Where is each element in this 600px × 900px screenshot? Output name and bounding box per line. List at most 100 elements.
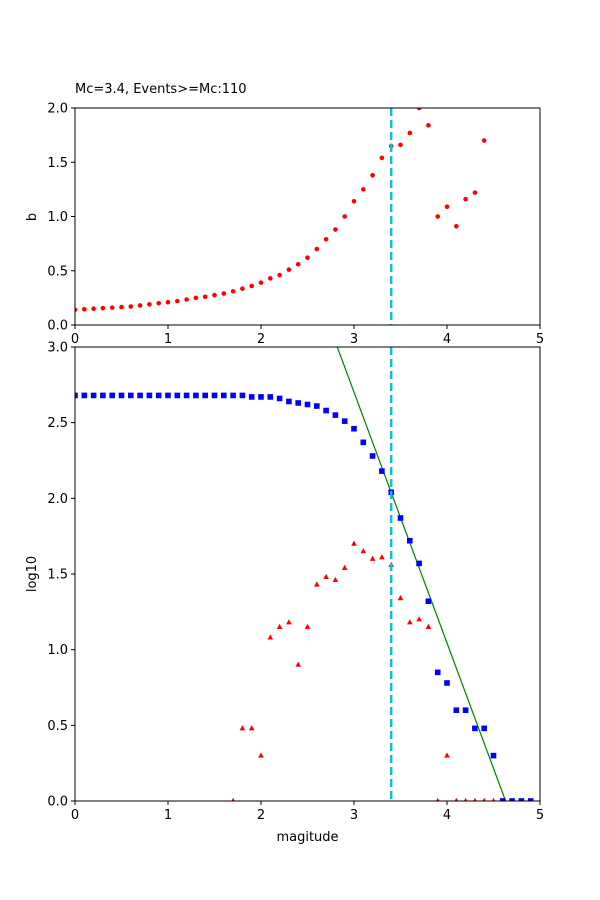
top-point bbox=[240, 286, 245, 291]
bottom-square-point bbox=[407, 537, 413, 544]
top-point bbox=[258, 280, 264, 285]
bottom-square-point bbox=[453, 707, 460, 713]
top-point bbox=[82, 306, 87, 312]
bottom-square-point bbox=[500, 798, 506, 801]
top-point bbox=[435, 214, 441, 219]
bottom-square-point bbox=[416, 560, 422, 567]
bottom-triangle-point bbox=[231, 797, 235, 801]
top-point bbox=[481, 138, 487, 143]
bottom-triangle-point bbox=[239, 725, 246, 731]
top-y-tick-label: 1.5 bbox=[47, 156, 68, 171]
top-point bbox=[305, 255, 310, 261]
bottom-square-point bbox=[332, 412, 339, 418]
top-point bbox=[379, 155, 385, 161]
top-data-layer bbox=[75, 108, 487, 325]
bottom-triangle-point bbox=[248, 725, 255, 731]
bottom-square-point bbox=[351, 425, 357, 432]
top-x-tick-label: 5 bbox=[536, 332, 544, 347]
bottom-square-point bbox=[183, 392, 190, 399]
bottom-fit-line bbox=[336, 347, 507, 801]
top-x-tick-label: 2 bbox=[257, 332, 265, 347]
bottom-square-point bbox=[239, 392, 246, 399]
bottom-square-point bbox=[202, 392, 208, 399]
top-point bbox=[193, 295, 199, 301]
bottom-square-point bbox=[109, 392, 115, 399]
top-point bbox=[221, 291, 227, 296]
bottom-square-point bbox=[230, 392, 236, 399]
bottom-triangle-point bbox=[314, 581, 320, 587]
top-point bbox=[230, 289, 236, 294]
bottom-square-point bbox=[137, 392, 143, 399]
bottom-square-point bbox=[304, 401, 311, 408]
top-x-tick-label: 0 bbox=[71, 332, 79, 347]
top-point bbox=[398, 142, 403, 148]
top-point bbox=[119, 304, 124, 310]
bottom-square-point bbox=[286, 398, 292, 405]
bottom-axes-frame bbox=[74, 346, 541, 802]
bottom-triangle-point bbox=[267, 634, 274, 640]
top-axes-frame bbox=[74, 107, 541, 326]
bottom-triangle-point bbox=[341, 564, 348, 570]
bottom-square-point bbox=[174, 392, 181, 399]
top-x-tick-label: 4 bbox=[443, 332, 451, 347]
bottom-triangle-point bbox=[416, 616, 422, 622]
bottom-square-point bbox=[323, 407, 329, 414]
bottom-triangle-point bbox=[491, 797, 496, 801]
bottom-triangle-point bbox=[360, 548, 367, 554]
bottom-square-point bbox=[518, 798, 525, 801]
top-y-tick-label: 0.0 bbox=[47, 319, 68, 334]
bottom-triangle-point bbox=[425, 623, 432, 629]
top-panel-title: Mc=3.4, Events>=Mc:110 bbox=[75, 82, 247, 97]
bottom-square-point bbox=[434, 669, 441, 676]
bottom-square-point bbox=[118, 392, 125, 399]
bottom-x-tick-label: 3 bbox=[350, 808, 358, 823]
bottom-square-point bbox=[128, 392, 134, 399]
bottom-triangle-point bbox=[379, 554, 385, 560]
top-point bbox=[75, 307, 78, 313]
top-point bbox=[212, 292, 217, 298]
top-point bbox=[416, 108, 422, 111]
bottom-y-tick-label: 1.5 bbox=[47, 568, 68, 583]
top-point bbox=[454, 223, 459, 229]
bottom-triangle-point bbox=[369, 555, 376, 561]
bottom-triangle-point bbox=[295, 661, 301, 667]
bottom-triangle-point bbox=[482, 797, 486, 801]
bottom-triangle-point bbox=[286, 619, 292, 625]
bottom-y-tick-label: 1.0 bbox=[47, 643, 68, 658]
top-point bbox=[175, 298, 180, 304]
bottom-y-tick-label: 2.0 bbox=[47, 492, 68, 507]
top-point bbox=[128, 304, 134, 309]
bottom-data-layer bbox=[75, 347, 534, 801]
bottom-x-tick-label: 1 bbox=[164, 808, 172, 823]
bottom-triangle-point bbox=[473, 797, 477, 801]
top-x-tick-label: 3 bbox=[350, 332, 358, 347]
bottom-square-point bbox=[193, 392, 199, 399]
top-y-tick-label: 1.0 bbox=[47, 210, 68, 225]
bottom-y-tick-label: 2.5 bbox=[47, 416, 68, 431]
top-point bbox=[333, 227, 338, 232]
bottom-square-point bbox=[341, 418, 348, 424]
bottom-x-tick-label: 2 bbox=[257, 808, 265, 823]
bottom-square-point bbox=[146, 392, 153, 399]
top-point bbox=[361, 187, 366, 192]
top-point bbox=[91, 306, 96, 312]
top-point bbox=[444, 204, 450, 210]
top-point bbox=[165, 299, 171, 305]
bottom-triangle-point bbox=[351, 540, 357, 546]
bottom-square-point bbox=[248, 394, 255, 400]
top-point bbox=[277, 272, 282, 278]
bottom-triangle-point bbox=[276, 623, 283, 629]
bottom-triangle-point bbox=[397, 595, 404, 601]
top-point bbox=[268, 276, 273, 281]
bottom-x-axis-label: magitude bbox=[276, 830, 338, 845]
top-point bbox=[370, 172, 375, 178]
top-point bbox=[426, 123, 431, 128]
bottom-triangle-point bbox=[463, 797, 468, 801]
top-point bbox=[184, 297, 189, 302]
bottom-triangle-point bbox=[444, 752, 450, 758]
top-point bbox=[147, 302, 152, 307]
top-x-tick-label: 1 bbox=[164, 332, 172, 347]
top-point bbox=[109, 305, 115, 310]
bottom-triangle-point bbox=[323, 573, 329, 580]
bottom-triangle-point bbox=[407, 619, 413, 625]
